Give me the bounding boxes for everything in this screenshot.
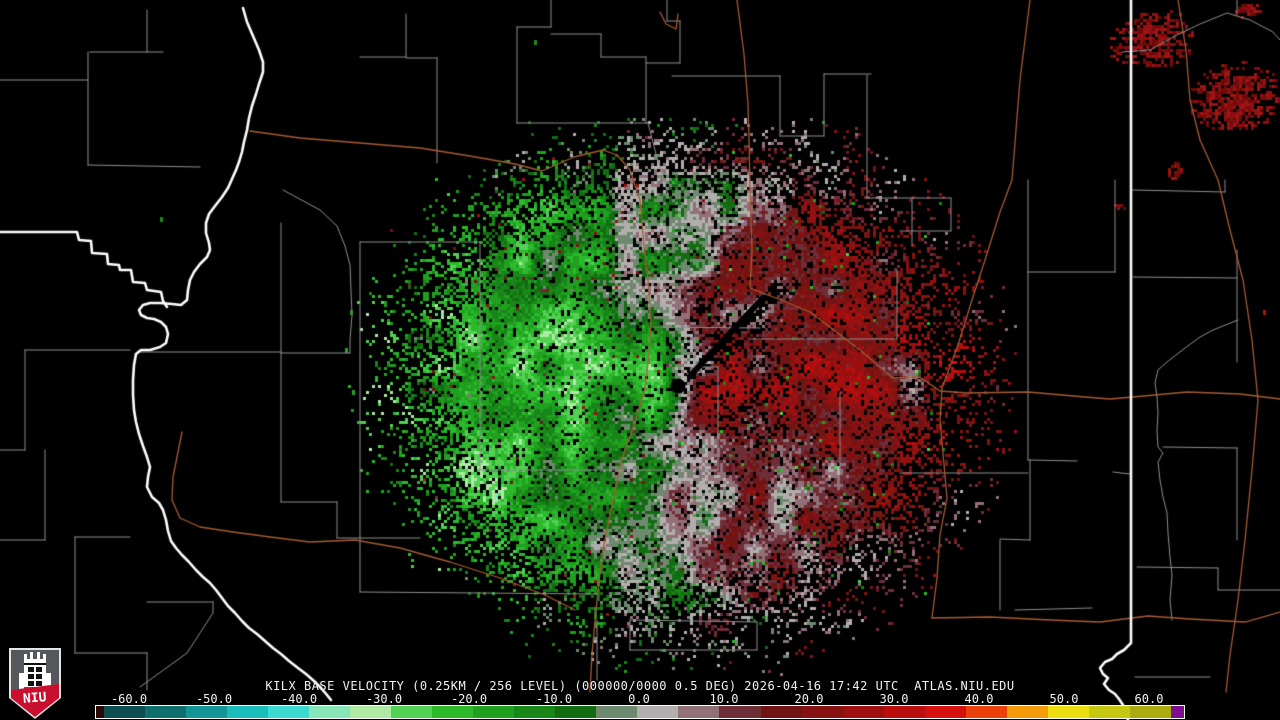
colorbar-rf-left (96, 706, 104, 718)
colorbar-segment (104, 706, 146, 718)
colorbar-segment (596, 706, 638, 718)
colorbar-tick-label: -40.0 (280, 692, 318, 706)
colorbar-segment (555, 706, 597, 718)
colorbar-segment (268, 706, 310, 718)
niu-castle-icon (19, 652, 51, 689)
colorbar-segment (391, 706, 433, 718)
colorbar-segment (1088, 706, 1130, 718)
colorbar-segment (1129, 706, 1171, 718)
colorbar-tick-label: 0.0 (628, 692, 650, 706)
colorbar-segment (473, 706, 515, 718)
colorbar-tick-label: -20.0 (450, 692, 488, 706)
colorbar-segment (145, 706, 187, 718)
colorbar-tick-label: 10.0 (709, 692, 739, 706)
colorbar-tick-label: -60.0 (110, 692, 148, 706)
niu-logo-text: NIU (23, 690, 48, 707)
colorbar-segment (883, 706, 925, 718)
colorbar-segment (760, 706, 802, 718)
colorbar-segment (514, 706, 556, 718)
colorbar-segment (1047, 706, 1089, 718)
colorbar-tick-label: 20.0 (794, 692, 824, 706)
colorbar-tick-label: 50.0 (1049, 692, 1079, 706)
colorbar-segment (186, 706, 228, 718)
colorbar-segment (801, 706, 843, 718)
colorbar-tick-label: 60.0 (1134, 692, 1164, 706)
colorbar-segment (678, 706, 720, 718)
colorbar-tick-label: 40.0 (964, 692, 994, 706)
radar-title-text: KILX BASE VELOCITY (0.25KM / 256 LEVEL) … (265, 679, 1015, 693)
colorbar-tick-label: 30.0 (879, 692, 909, 706)
colorbar-tick-label: -10.0 (535, 692, 573, 706)
colorbar-tick-label: -30.0 (365, 692, 403, 706)
colorbar-tick-labels: -60.0 -50.0 -40.0 -30.0 -20.0 -10.0 0.0 10.0 20.… (0, 692, 1280, 706)
colorbar-segment (350, 706, 392, 718)
colorbar-segment (924, 706, 966, 718)
colorbar-segment (432, 706, 474, 718)
colorbar-segment (842, 706, 884, 718)
niu-red-band (11, 684, 59, 717)
colorbar-segment (965, 706, 1007, 718)
colorbar-rf-right (1170, 706, 1184, 718)
velocity-colorbar (95, 705, 1185, 719)
colorbar-segment (719, 706, 761, 718)
colorbar-tick-label: -50.0 (195, 692, 233, 706)
colorbar-segment (227, 706, 269, 718)
niu-logo: NIU (9, 648, 61, 719)
colorbar-segment (309, 706, 351, 718)
colorbar-segment (1006, 706, 1048, 718)
colorbar-segment (637, 706, 679, 718)
